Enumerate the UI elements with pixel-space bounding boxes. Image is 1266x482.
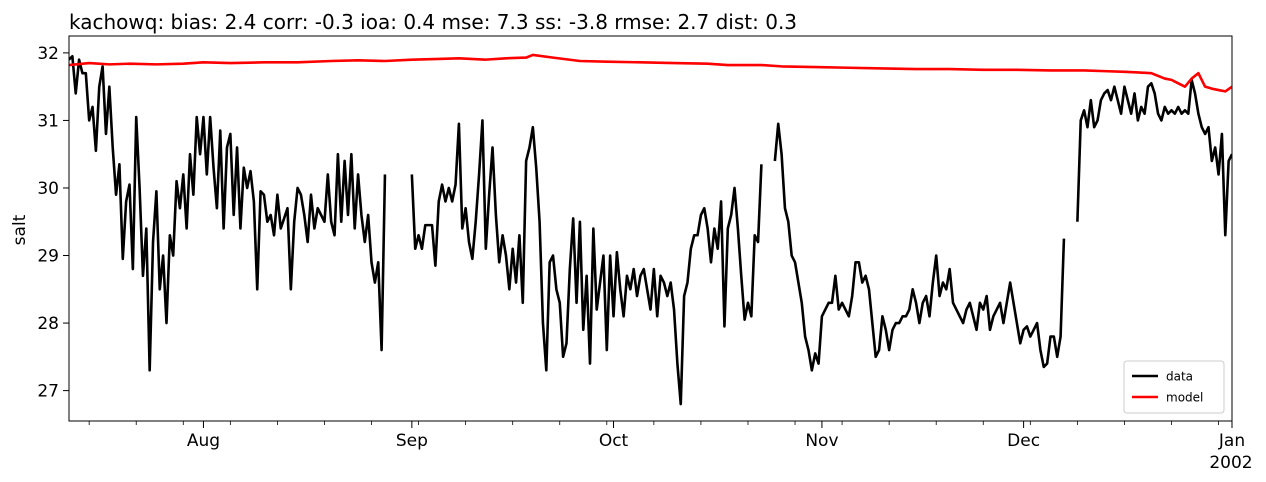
legend-label-data: data: [1166, 370, 1193, 384]
chart-title: kachowq: bias: 2.4 corr: -0.3 ioa: 0.4 m…: [69, 10, 797, 34]
y-tick-label-32: 32: [37, 44, 59, 64]
legend-label-model: model: [1166, 391, 1203, 405]
y-tick-label-28: 28: [37, 314, 59, 334]
x-tick-label-sep: Sep: [396, 431, 428, 451]
x-tick-label-dec: Dec: [1007, 431, 1040, 451]
x-tick-label-jan: Jan: [1218, 431, 1245, 451]
x-year-label: 2002: [1209, 453, 1252, 473]
plot-frame: [68, 35, 1233, 422]
series-line-data: [69, 54, 1232, 406]
x-tick-label-aug: Aug: [187, 431, 220, 451]
series-lines: [69, 53, 1232, 406]
y-tick-label-30: 30: [37, 179, 59, 199]
y-tick-label-31: 31: [37, 111, 59, 131]
legend: data model: [1123, 360, 1225, 414]
y-axis-label: salt: [10, 214, 30, 245]
legend-box: [1123, 360, 1225, 414]
series-line-model: [69, 53, 1232, 93]
y-tick-label-27: 27: [37, 382, 59, 402]
y-tick-label-29: 29: [37, 247, 59, 267]
x-tick-label-oct: Oct: [599, 431, 629, 451]
x-tick-label-nov: Nov: [805, 431, 838, 451]
